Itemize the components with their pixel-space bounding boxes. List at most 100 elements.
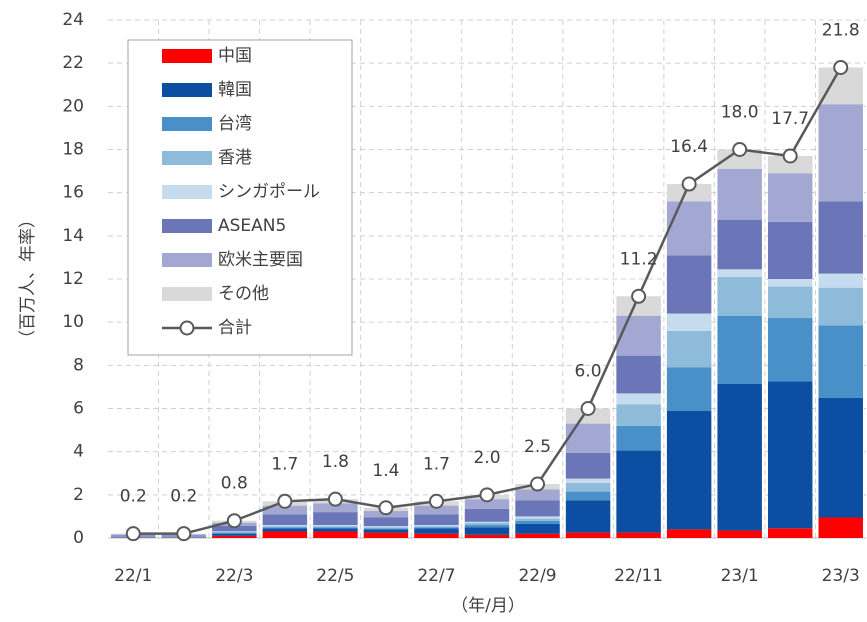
total-marker xyxy=(226,513,242,529)
y-axis-label: （百万人、年率） xyxy=(18,211,38,347)
bar-segment xyxy=(818,287,863,326)
y-tick-label: 18 xyxy=(62,140,84,160)
bar-segment xyxy=(262,525,308,527)
x-axis-label: （年/月） xyxy=(451,596,525,616)
bar-segment xyxy=(363,532,409,538)
bar-segment xyxy=(565,532,611,538)
bar-segment xyxy=(363,529,409,533)
bar-segment xyxy=(666,313,712,331)
bar-segment xyxy=(212,533,257,536)
bar-segment xyxy=(464,508,510,522)
bar-segment xyxy=(262,531,308,538)
total-marker xyxy=(631,288,647,304)
bar-segment xyxy=(818,517,863,538)
total-marker xyxy=(327,491,343,507)
bar-segment xyxy=(616,355,661,394)
bar-segment xyxy=(414,514,459,526)
bar-segment xyxy=(212,532,257,534)
legend-marker xyxy=(179,320,195,336)
y-tick-label: 8 xyxy=(73,355,84,375)
y-tick-label: 22 xyxy=(62,53,84,73)
bar-segment xyxy=(565,482,611,492)
bar-segment xyxy=(464,499,510,509)
legend-swatch xyxy=(162,219,212,233)
data-label: 1.7 xyxy=(271,454,298,474)
y-tick-label: 10 xyxy=(62,312,84,332)
bar-segment xyxy=(818,325,863,398)
bar-segment xyxy=(565,423,611,453)
y-tick-label: 20 xyxy=(62,96,84,116)
legend-label: 合計 xyxy=(218,318,252,338)
bar-segment xyxy=(717,149,762,169)
bar-segment xyxy=(717,276,762,316)
bar-segment xyxy=(616,425,661,451)
bar-segment xyxy=(767,155,813,174)
bar-segment xyxy=(616,450,661,533)
bar-segment xyxy=(565,452,611,479)
y-tick-label: 6 xyxy=(73,399,84,419)
x-tick-label: 22/9 xyxy=(518,566,556,586)
total-marker xyxy=(428,493,444,509)
bar-segment xyxy=(363,526,409,528)
bar-segment xyxy=(565,491,611,501)
bar-segment xyxy=(717,530,762,538)
data-label: 2.5 xyxy=(524,437,551,457)
bar-segment xyxy=(464,521,510,523)
bar-segment xyxy=(313,526,358,528)
bar-segment xyxy=(262,528,308,532)
total-marker xyxy=(277,493,293,509)
bar-segment xyxy=(717,383,762,531)
bar-segment xyxy=(212,525,257,532)
bar-segment xyxy=(767,286,813,318)
total-marker xyxy=(580,401,596,416)
bar-segment xyxy=(767,528,813,538)
bar-segment xyxy=(616,393,661,405)
y-tick-label: 4 xyxy=(73,442,84,462)
bar-segment xyxy=(262,526,308,528)
y-tick-label: 16 xyxy=(62,183,84,203)
total-marker xyxy=(732,142,748,157)
bar-segment xyxy=(262,514,308,526)
bar-segment xyxy=(515,520,560,524)
legend-swatch xyxy=(162,49,212,63)
bar-segment xyxy=(363,517,409,527)
y-tick-label: 24 xyxy=(62,10,84,30)
legend-label: その他 xyxy=(218,284,269,304)
bar-segment xyxy=(818,397,863,518)
bar-segment xyxy=(212,531,257,533)
y-tick-label: 2 xyxy=(73,485,84,505)
legend-label: 韓国 xyxy=(218,80,252,100)
legend-label: 香港 xyxy=(218,148,252,168)
bar-segment xyxy=(262,505,308,515)
bar-segment xyxy=(414,528,459,534)
bar-segment xyxy=(313,531,358,538)
bar-segment xyxy=(313,528,358,532)
bar-segment xyxy=(666,201,712,256)
legend-swatch xyxy=(162,83,212,97)
total-marker xyxy=(378,500,394,516)
bar-segment xyxy=(717,269,762,277)
bar-segment xyxy=(313,503,358,513)
data-label: 0.2 xyxy=(120,487,147,507)
bar-segment xyxy=(212,535,257,538)
bar-segment xyxy=(717,315,762,384)
data-label: 11.2 xyxy=(620,249,658,269)
y-tick-label: 12 xyxy=(62,269,84,289)
data-label: 21.8 xyxy=(822,20,860,40)
bar-segment xyxy=(363,527,409,529)
x-tick-label: 22/11 xyxy=(614,566,663,586)
bar-segment xyxy=(414,505,459,515)
bar-segment xyxy=(767,173,813,222)
bar-segment xyxy=(414,525,459,527)
data-label: 16.4 xyxy=(670,137,708,157)
total-marker xyxy=(530,476,546,492)
bar-segment xyxy=(666,255,712,314)
bar-segment xyxy=(414,527,459,529)
data-label: 17.7 xyxy=(771,109,809,129)
legend-swatch xyxy=(162,151,212,165)
bar-segment xyxy=(666,367,712,411)
bar-segment xyxy=(616,315,661,356)
data-label: 0.8 xyxy=(221,474,248,494)
